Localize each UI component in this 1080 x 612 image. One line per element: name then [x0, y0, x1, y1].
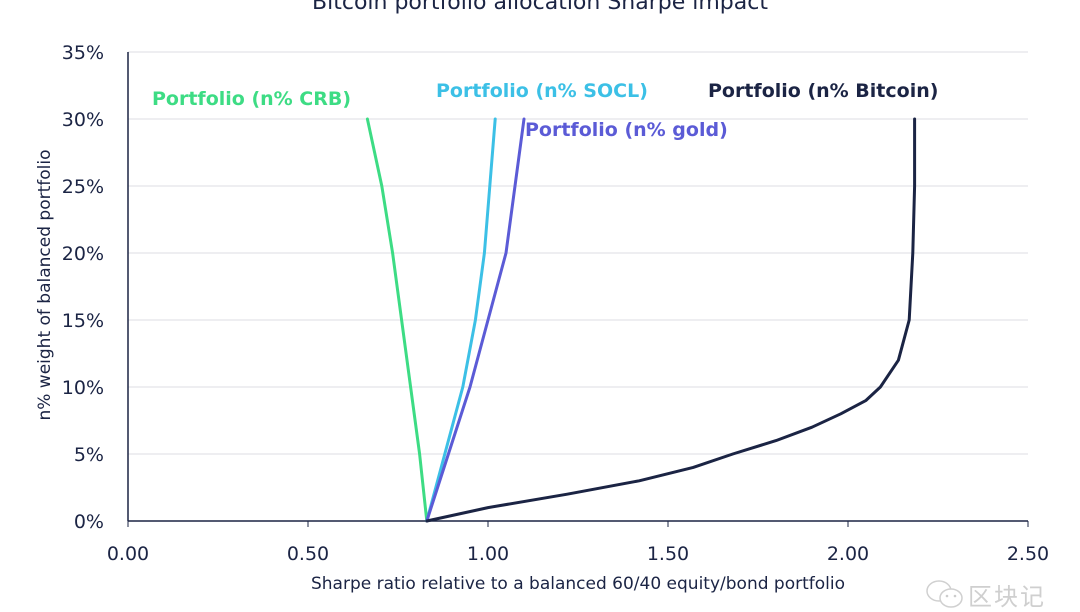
- series-line-1: [425, 117, 497, 523]
- y-tick-label: 15%: [62, 310, 104, 332]
- x-tick-label: 2.00: [827, 543, 869, 565]
- x-tick-label: 0.00: [107, 543, 149, 565]
- y-tick-label: 0%: [74, 511, 104, 533]
- chart-title: Bitcoin portfolio allocation Sharpe impa…: [312, 0, 768, 15]
- x-tick-label: 1.00: [467, 543, 509, 565]
- y-tick-label: 30%: [62, 109, 104, 131]
- watermark: 区块记: [968, 583, 1046, 611]
- series-line-0: [365, 117, 429, 523]
- x-tick-label: 1.50: [647, 543, 689, 565]
- x-axis-label: Sharpe ratio relative to a balanced 60/4…: [310, 574, 845, 594]
- y-axis-label: n% weight of balanced portfolio: [35, 149, 55, 421]
- series-line-2: [425, 117, 526, 523]
- y-tick-label: 25%: [62, 176, 104, 198]
- y-tick-label: 20%: [62, 243, 104, 265]
- series-label: Portfolio (n% SOCL): [436, 80, 648, 102]
- y-tick-label: 10%: [62, 377, 104, 399]
- series-label: Portfolio (n% CRB): [152, 88, 351, 110]
- series-label: Portfolio (n% gold): [525, 119, 728, 141]
- series-label: Portfolio (n% Bitcoin): [708, 80, 938, 102]
- x-tick-label: 0.50: [287, 543, 329, 565]
- x-tick-label: 2.50: [1007, 543, 1049, 565]
- wechat-icon: [926, 580, 963, 608]
- y-tick-label: 5%: [74, 444, 104, 466]
- y-tick-label: 35%: [62, 42, 104, 64]
- series-line-3: [425, 117, 917, 523]
